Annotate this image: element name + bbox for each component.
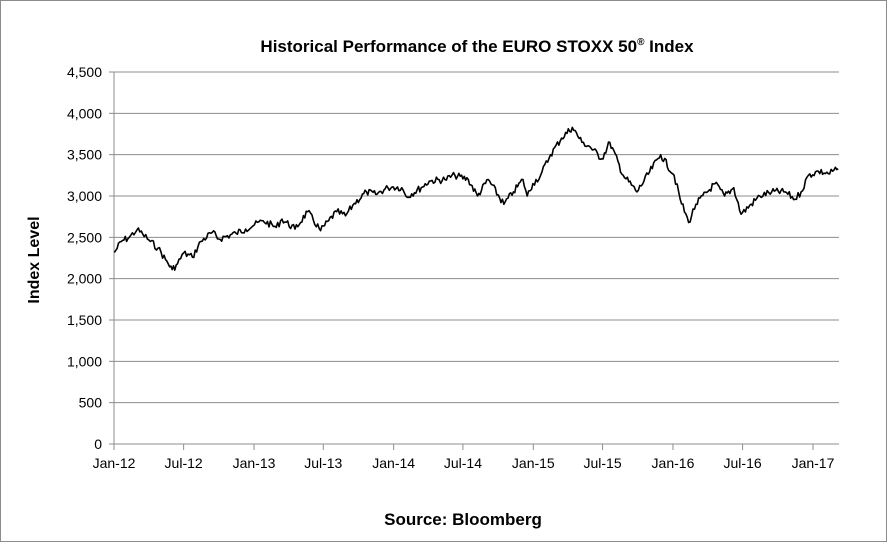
chart-title-main: Historical Performance of the EURO STOXX… [260,37,637,56]
series-line-euro-stoxx-50 [113,126,839,271]
y-axis-ticks: 0 500 1,000 1,500 2,000 2,500 3,000 3,500 4,000 4… [67,64,114,452]
x-axis-ticks: Jan-12 Jul-12 Jan-13 Jul-13 Jan-14 Jul-14 Jan-… [93,444,835,471]
x-tick-label: Jan-12 [93,455,136,471]
y-tick-label: 1,500 [67,312,102,328]
y-tick-label: 500 [79,395,103,411]
y-tick-label: 4,000 [67,105,102,121]
source-note: Source: Bloomberg [384,510,542,529]
x-tick-label: Jul-15 [583,455,621,471]
chart-title-suffix: Index [644,37,694,56]
y-axis-label: Index Level [26,216,43,303]
x-tick-label: Jan-15 [512,455,555,471]
y-tick-label: 1,000 [67,353,102,369]
y-tick-label: 3,500 [67,147,102,163]
y-tick-label: 4,500 [67,64,102,80]
chart-title: Historical Performance of the EURO STOXX… [260,37,694,56]
x-tick-label: Jan-17 [792,455,835,471]
x-tick-label: Jan-13 [233,455,276,471]
gridlines [114,71,839,404]
x-tick-label: Jul-14 [444,455,482,471]
x-tick-label: Jan-16 [652,455,695,471]
y-tick-label: 2,000 [67,271,102,287]
x-tick-label: Jan-14 [372,455,415,471]
y-tick-label: 2,500 [67,229,102,245]
y-tick-label: 0 [94,436,102,452]
chart-title-registered-mark: ® [637,37,645,48]
x-tick-label: Jul-16 [724,455,762,471]
y-tick-label: 3,000 [67,188,102,204]
x-tick-label: Jul-13 [304,455,342,471]
x-tick-label: Jul-12 [165,455,203,471]
